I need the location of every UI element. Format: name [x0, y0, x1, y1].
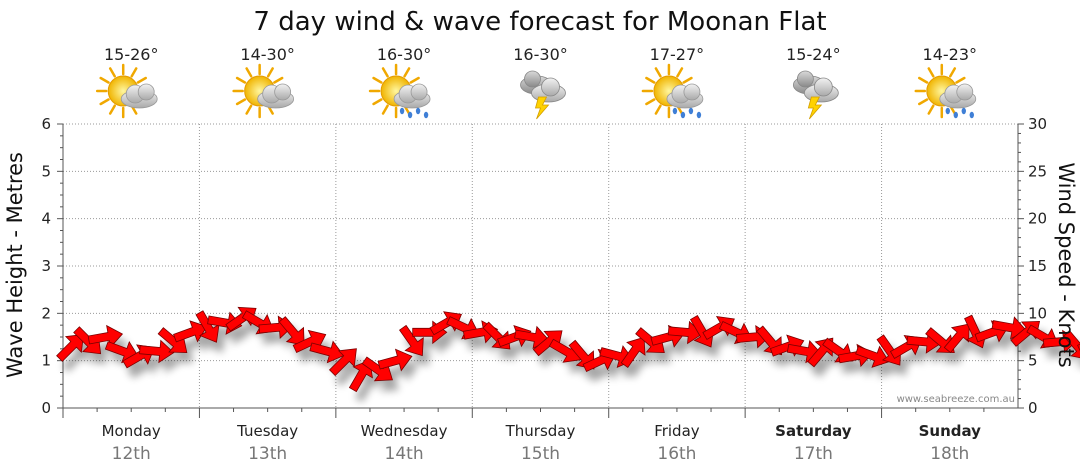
right-tick-label: 0 — [1028, 399, 1038, 417]
watermark: www.seabreeze.com.au — [897, 394, 1015, 405]
wind-arrow-shape — [943, 323, 970, 354]
wind-arrow-shape — [1077, 329, 1080, 354]
right-axis-title: Wind Speed - Knots — [1054, 162, 1078, 367]
day-date-label: 13th — [248, 444, 287, 464]
sun-cloud-rain-icon — [914, 63, 977, 119]
temperature-range: 15-24° — [786, 45, 841, 64]
wind-arrow-shape — [278, 316, 305, 346]
wind-arrow — [328, 348, 357, 377]
left-tick-label: 4 — [41, 210, 51, 228]
day-date-label: 12th — [112, 444, 151, 464]
wind-arrow — [139, 339, 175, 364]
wind-arrow — [173, 320, 208, 343]
day-date-label: 17th — [794, 444, 833, 464]
day-name-label: Wednesday — [361, 422, 448, 440]
right-tick-label: 10 — [1028, 304, 1047, 322]
wind-arrow — [309, 340, 345, 364]
wind-arrow-shape — [56, 334, 84, 362]
day-name-label: Monday — [102, 422, 161, 440]
wind-arrow-shape — [620, 336, 646, 368]
right-tick-label: 30 — [1028, 115, 1047, 133]
wind-arrow-shape — [1063, 330, 1080, 361]
wind-arrow-shape — [429, 311, 462, 336]
temperature-range: 17-27° — [650, 45, 705, 64]
left-tick-label: 2 — [41, 304, 51, 322]
wind-arrow-shape — [702, 315, 735, 341]
wind-arrow — [991, 316, 1027, 340]
wind-arrow — [399, 324, 424, 357]
temperature-range: 14-30° — [240, 45, 295, 64]
day-date-label: 16th — [657, 444, 696, 464]
left-tick-label: 0 — [41, 399, 51, 417]
left-tick-label: 3 — [41, 257, 51, 275]
wind-arrow-shape — [139, 339, 175, 364]
day-name-label: Friday — [654, 422, 700, 440]
wind-arrow — [1077, 329, 1080, 354]
wind-arrow-shape — [328, 348, 357, 377]
wind-arrow-shape — [855, 345, 890, 368]
sun-cloud-rain-icon — [368, 63, 431, 119]
wind-arrow-shape — [348, 359, 373, 393]
right-tick-label: 25 — [1028, 162, 1047, 180]
left-tick-label: 6 — [41, 115, 51, 133]
wind-arrow-shape — [667, 320, 704, 345]
day-date-label: 18th — [930, 444, 969, 464]
wind-arrow — [943, 323, 970, 354]
sun-cloud-rain-icon — [641, 63, 704, 119]
wind-arrow-shape — [377, 348, 413, 372]
day-date-label: 15th — [521, 444, 560, 464]
wind-arrow — [514, 325, 550, 350]
wind-arrow-shape — [514, 325, 550, 350]
left-tick-label: 5 — [41, 162, 51, 180]
day-name-label: Sunday — [919, 422, 982, 440]
right-tick-label: 15 — [1028, 257, 1047, 275]
day-name-label: Thursday — [505, 422, 576, 440]
wind-arrow — [1063, 330, 1080, 361]
wind-arrow-shape — [173, 320, 208, 343]
left-tick-label: 1 — [41, 352, 51, 370]
left-axis-title: Wave Height - Metres — [3, 152, 27, 378]
wind-arrow-shape — [309, 340, 345, 364]
day-date-label: 14th — [385, 444, 424, 464]
wind-arrow — [855, 345, 890, 368]
wind-arrow-shape — [991, 316, 1027, 340]
wind-arrow — [620, 336, 646, 368]
wind-arrow-shape — [399, 324, 424, 357]
wind-arrow — [348, 359, 373, 393]
day-name-label: Tuesday — [236, 422, 298, 440]
temperature-range: 15-26° — [104, 45, 159, 64]
wind-arrow — [377, 348, 413, 372]
temperature-range: 14-23° — [923, 45, 978, 64]
day-name-label: Saturday — [775, 422, 852, 440]
storm-icon — [792, 70, 839, 120]
chart-title: 7 day wind & wave forecast for Moonan Fl… — [253, 7, 826, 37]
wind-arrow — [278, 316, 305, 346]
right-tick-label: 5 — [1028, 352, 1038, 370]
wind-arrow — [667, 320, 704, 345]
storm-icon — [520, 70, 566, 120]
right-tick-label: 20 — [1028, 210, 1047, 228]
partly-cloudy-icon — [232, 63, 295, 119]
temperature-range: 16-30° — [377, 45, 432, 64]
temperature-range: 16-30° — [513, 45, 568, 64]
wind-arrow — [429, 311, 462, 336]
wind-arrow — [702, 315, 735, 341]
wind-arrow — [56, 334, 84, 362]
partly-cloudy-icon — [95, 63, 158, 119]
